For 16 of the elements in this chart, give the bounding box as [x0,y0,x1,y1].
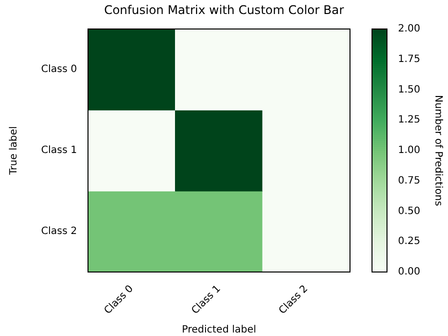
y-tick-label: Class 1 [41,145,77,156]
color-bar-label: 1.50 [398,84,420,96]
color-bar-label: 1.00 [398,145,420,156]
color-bar-label: 0.00 [398,266,420,278]
color-bar-label: 1.75 [398,54,420,65]
color-bar-label: 0.50 [398,206,420,217]
x-axis-title: Predicted label [182,324,256,336]
y-tick-label: Class 0 [41,64,77,76]
y-tick-label: Class 2 [41,226,77,238]
color-bar-label: 0.75 [398,175,420,186]
y-axis-title: True label [8,126,20,176]
color-bar-title: Number of Predictions [432,94,444,206]
color-bar-label: 2.00 [398,24,420,35]
color-bar-label: 0.25 [398,236,420,248]
chart-title: Confusion Matrix with Custom Color Bar [103,2,345,19]
color-bar-label: 1.25 [398,114,420,126]
